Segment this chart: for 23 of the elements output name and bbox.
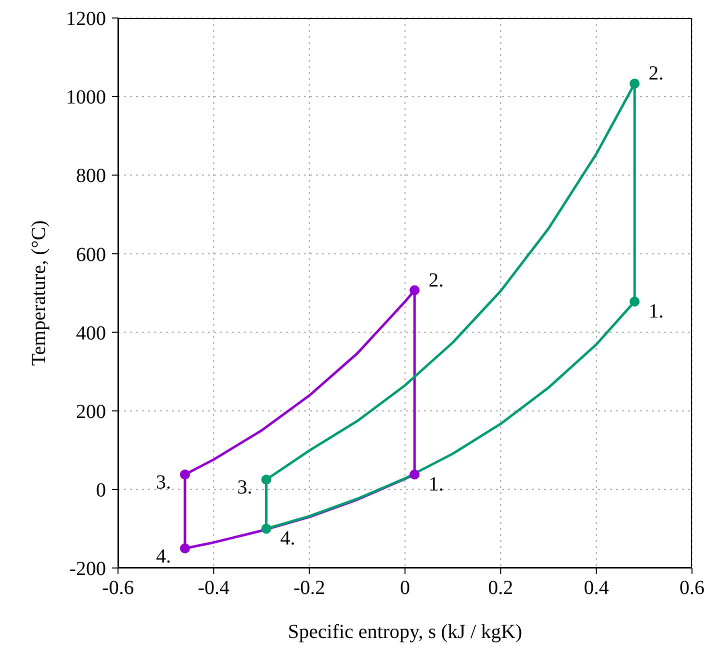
- y-tick-label: 1200: [66, 8, 106, 30]
- y-tick-label: 400: [76, 322, 106, 344]
- y-tick-label: 800: [76, 165, 106, 188]
- annotation: 4.: [156, 545, 171, 568]
- annotation: 4.: [280, 528, 296, 550]
- y-tick-label: 600: [76, 244, 106, 266]
- y-tick-label: 0: [96, 480, 106, 502]
- x-axis-title: Specific entropy, s (kJ / kgK): [288, 621, 522, 643]
- annotation: 3.: [237, 476, 252, 499]
- annotation: 2.: [648, 62, 664, 85]
- y-tick-label: 1000: [66, 86, 106, 109]
- annotation: 2.: [428, 269, 444, 292]
- x-tick-label: 0.2: [488, 577, 514, 600]
- y-axis-title: Temperature, (°C): [28, 220, 50, 366]
- x-tick-label: 0.6: [680, 577, 704, 600]
- y-tick-label: 200: [76, 400, 106, 423]
- annotation: 1.: [428, 474, 444, 496]
- x-tick-label: -0.4: [198, 577, 230, 600]
- x-tick-label: 0.4: [584, 577, 609, 600]
- annotation: 1.: [648, 300, 664, 323]
- x-tick-label: 0: [400, 577, 410, 600]
- annotation: 3.: [156, 472, 171, 494]
- x-tick-label: -0.2: [293, 577, 326, 600]
